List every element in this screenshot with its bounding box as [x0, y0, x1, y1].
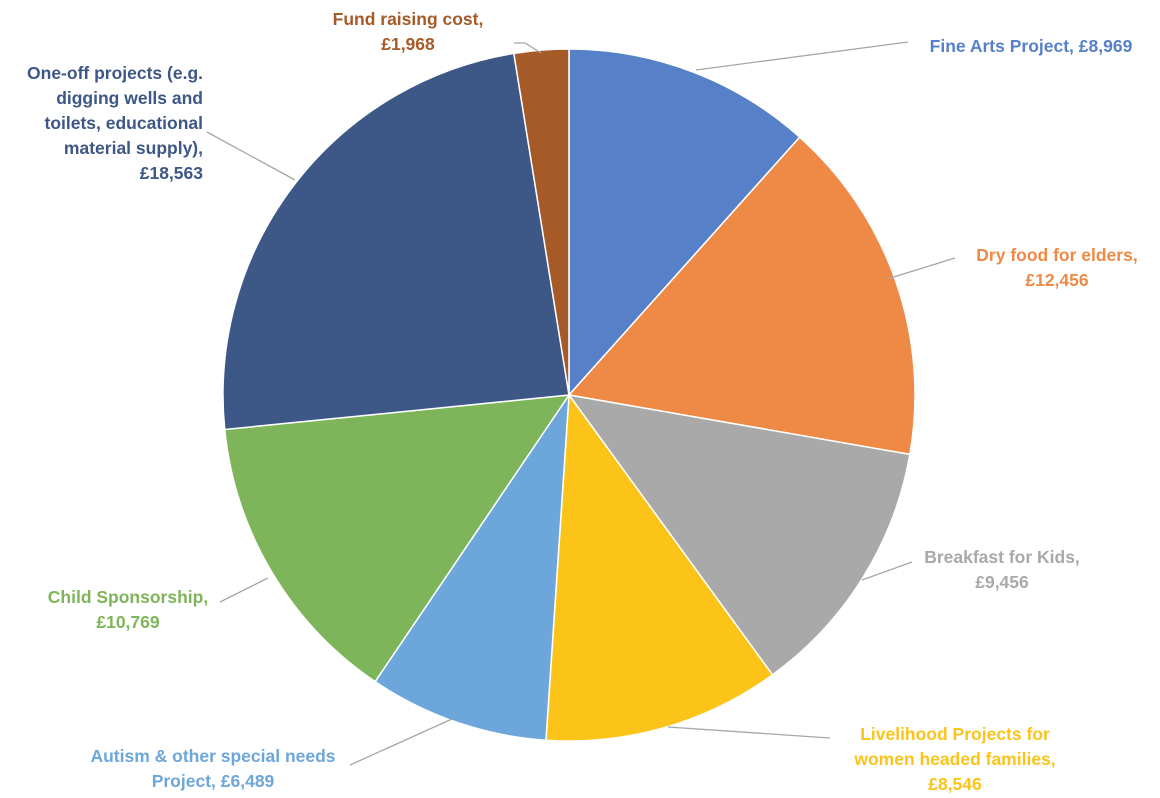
data-label-line: £8,546: [928, 774, 982, 794]
pie-slice-livelihood-projects-for-women-headed-families: [545, 392, 774, 742]
pie-slice-breakfast-for-kids: [567, 393, 911, 676]
data-label-line: £9,456: [975, 572, 1029, 592]
data-label-line: Child Sponsorship,: [48, 587, 208, 607]
data-label-fine-arts-project: Fine Arts Project, £8,969: [930, 36, 1133, 56]
data-label-autism-other-special-needs-project: Autism & other special needs Project, £6,…: [90, 746, 335, 791]
data-label-line: £18,563: [140, 163, 204, 183]
data-label-dry-food-for-elders: Dry food for elders, £12,456: [976, 245, 1137, 290]
data-label-line: toilets, educational: [45, 113, 204, 133]
data-label-line: Project, £6,489: [152, 771, 275, 791]
pie-slice-dry-food-for-elders: [567, 136, 916, 456]
data-label-livelihood-projects-for-women-headed-families: Livelihood Projects for women headed fami…: [853, 724, 1055, 794]
pie-slice-one-off-projects-e-g-digging-wells-and-toilets-educational-material-supply: [222, 52, 570, 431]
pie-slice-fine-arts-project: [568, 48, 801, 397]
data-label-line: material supply),: [64, 138, 203, 158]
data-label-child-sponsorship: Child Sponsorship, £10,769: [48, 587, 208, 632]
data-label-line: digging wells and: [56, 88, 203, 108]
pie-slice-autism-other-special-needs-project: [374, 392, 570, 742]
leader-line-autism-other-special-needs-project: [349, 718, 453, 766]
data-label-line: Livelihood Projects for: [860, 724, 1050, 744]
leader-line-fund-raising-cost: [514, 42, 542, 54]
leader-line-fine-arts-project: [695, 41, 909, 71]
data-label-breakfast-for-kids: Breakfast for Kids, £9,456: [924, 547, 1080, 592]
pie-slice-fund-raising-cost: [512, 48, 570, 396]
data-label-line: £12,456: [1025, 270, 1089, 290]
data-label-line: Breakfast for Kids,: [924, 547, 1080, 567]
leader-line-one-off-projects-e-g-digging-wells-and-toilets-educational-material-supply: [206, 131, 296, 181]
data-label-line: £1,968: [381, 34, 435, 54]
leader-line-child-sponsorship: [219, 577, 269, 603]
pie-slices: [222, 48, 916, 742]
data-label-line: One-off projects (e.g.: [27, 63, 203, 83]
data-label-line: Fine Arts Project, £8,969: [930, 36, 1133, 56]
leader-lines: [206, 41, 956, 766]
data-label-fund-raising-cost: Fund raising cost, £1,968: [333, 9, 484, 54]
pie-slice-child-sponsorship: [223, 394, 571, 683]
data-label-one-off-projects-e-g-digging-wells-and-toilets-educational-material-supply: One-off projects (e.g. digging wells and t…: [27, 63, 203, 183]
leader-line-breakfast-for-kids: [861, 561, 913, 581]
data-labels: Fine Arts Project, £8,969 Dry food for el…: [27, 9, 1138, 794]
leader-line-dry-food-for-elders: [886, 257, 956, 280]
data-label-line: Autism & other special needs: [90, 746, 335, 766]
data-label-line: £10,769: [96, 612, 160, 632]
leader-line-livelihood-projects-for-women-headed-families: [667, 726, 831, 739]
data-label-line: Fund raising cost,: [333, 9, 484, 29]
data-label-line: Dry food for elders,: [976, 245, 1137, 265]
data-label-line: women headed families,: [853, 749, 1055, 769]
